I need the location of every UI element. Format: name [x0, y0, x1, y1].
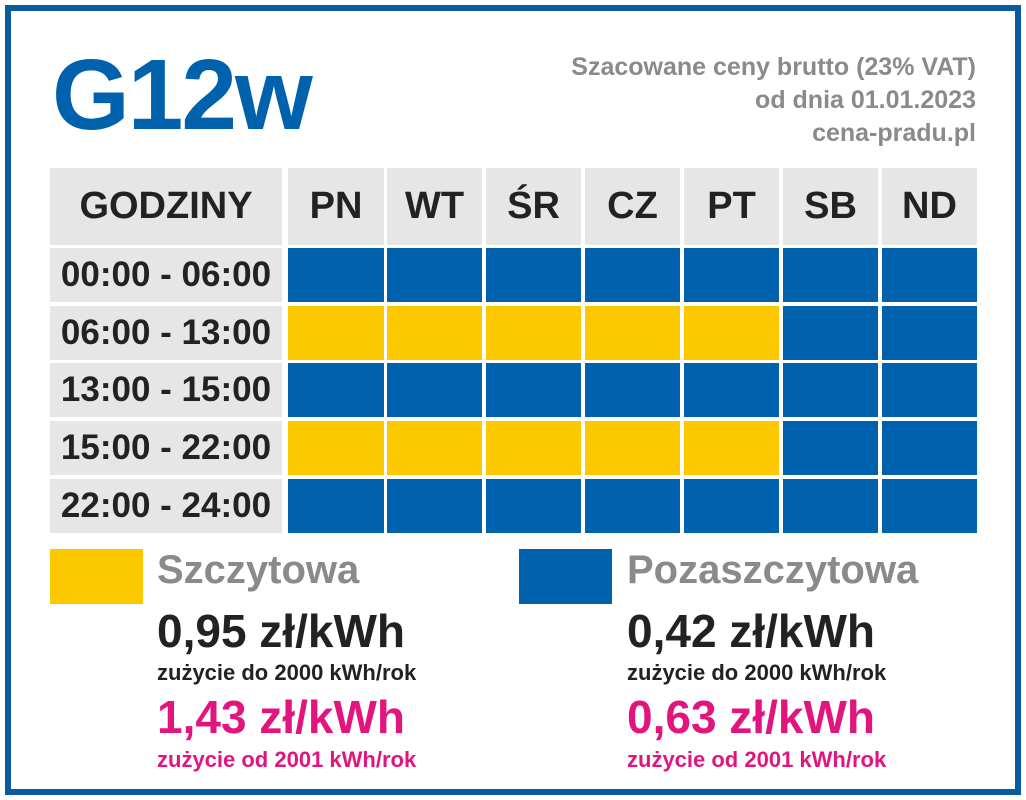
- price-note: zużycie od 2001 kWh/rok: [157, 747, 417, 772]
- price: 1,43 zł/kWh: [157, 691, 405, 743]
- column-header: SB: [783, 168, 878, 245]
- tariff-cell: [486, 248, 581, 302]
- tariff-cell: [783, 306, 878, 360]
- tariff-cell: [684, 306, 779, 360]
- subtitle-line: Szacowane ceny brutto (23% VAT): [571, 53, 976, 81]
- tariff-cell: [684, 363, 779, 417]
- tariff-cell: [387, 306, 482, 360]
- tariff-cell: [882, 421, 977, 475]
- price-note: zużycie do 2000 kWh/rok: [157, 660, 417, 685]
- legend-name: Pozaszczytowa: [627, 548, 919, 592]
- tariff-cell: [486, 363, 581, 417]
- legend-swatch: [519, 549, 612, 604]
- price: 0,63 zł/kWh: [627, 691, 875, 743]
- tariff-cell: [387, 363, 482, 417]
- tariff-cell: [684, 421, 779, 475]
- tariff-cell: [585, 363, 680, 417]
- row-label: 22:00 - 24:00: [50, 479, 282, 533]
- row-label: 13:00 - 15:00: [50, 363, 282, 417]
- column-header: PN: [288, 168, 384, 245]
- tariff-cell: [585, 421, 680, 475]
- column-header: ŚR: [486, 168, 581, 245]
- subtitle-line: cena-pradu.pl: [812, 119, 976, 147]
- title: G12w: [52, 39, 313, 151]
- tariff-cell: [288, 306, 384, 360]
- tariff-cell: [387, 479, 482, 533]
- tariff-cell: [684, 479, 779, 533]
- tariff-cell: [387, 421, 482, 475]
- tariff-cell: [684, 248, 779, 302]
- tariff-cell: [783, 421, 878, 475]
- legend-swatch: [50, 549, 143, 604]
- tariff-cell: [783, 479, 878, 533]
- price: 0,95 zł/kWh: [157, 605, 405, 657]
- tariff-cell: [486, 306, 581, 360]
- tariff-cell: [288, 248, 384, 302]
- subtitle-line: od dnia 01.01.2023: [755, 86, 976, 114]
- tariff-cell: [882, 306, 977, 360]
- column-header: ND: [882, 168, 977, 245]
- tariff-cell: [288, 479, 384, 533]
- price: 0,42 zł/kWh: [627, 605, 875, 657]
- column-header: GODZINY: [50, 168, 282, 245]
- column-header: CZ: [585, 168, 680, 245]
- column-header: PT: [684, 168, 779, 245]
- tariff-cell: [585, 479, 680, 533]
- tariff-cell: [882, 363, 977, 417]
- tariff-cell: [486, 421, 581, 475]
- tariff-cell: [882, 248, 977, 302]
- tariff-cell: [288, 363, 384, 417]
- tariff-cell: [783, 248, 878, 302]
- tariff-cell: [387, 248, 482, 302]
- row-label: 00:00 - 06:00: [50, 248, 282, 302]
- tariff-cell: [288, 421, 384, 475]
- price-note: zużycie do 2000 kWh/rok: [627, 660, 887, 685]
- tariff-cell: [486, 479, 581, 533]
- row-label: 06:00 - 13:00: [50, 306, 282, 360]
- tariff-cell: [585, 248, 680, 302]
- tariff-cell: [585, 306, 680, 360]
- row-label: 15:00 - 22:00: [50, 421, 282, 475]
- tariff-cell: [882, 479, 977, 533]
- tariff-cell: [783, 363, 878, 417]
- frame: [5, 5, 1021, 795]
- legend-name: Szczytowa: [157, 548, 360, 592]
- column-header: WT: [387, 168, 482, 245]
- price-note: zużycie od 2001 kWh/rok: [627, 747, 887, 772]
